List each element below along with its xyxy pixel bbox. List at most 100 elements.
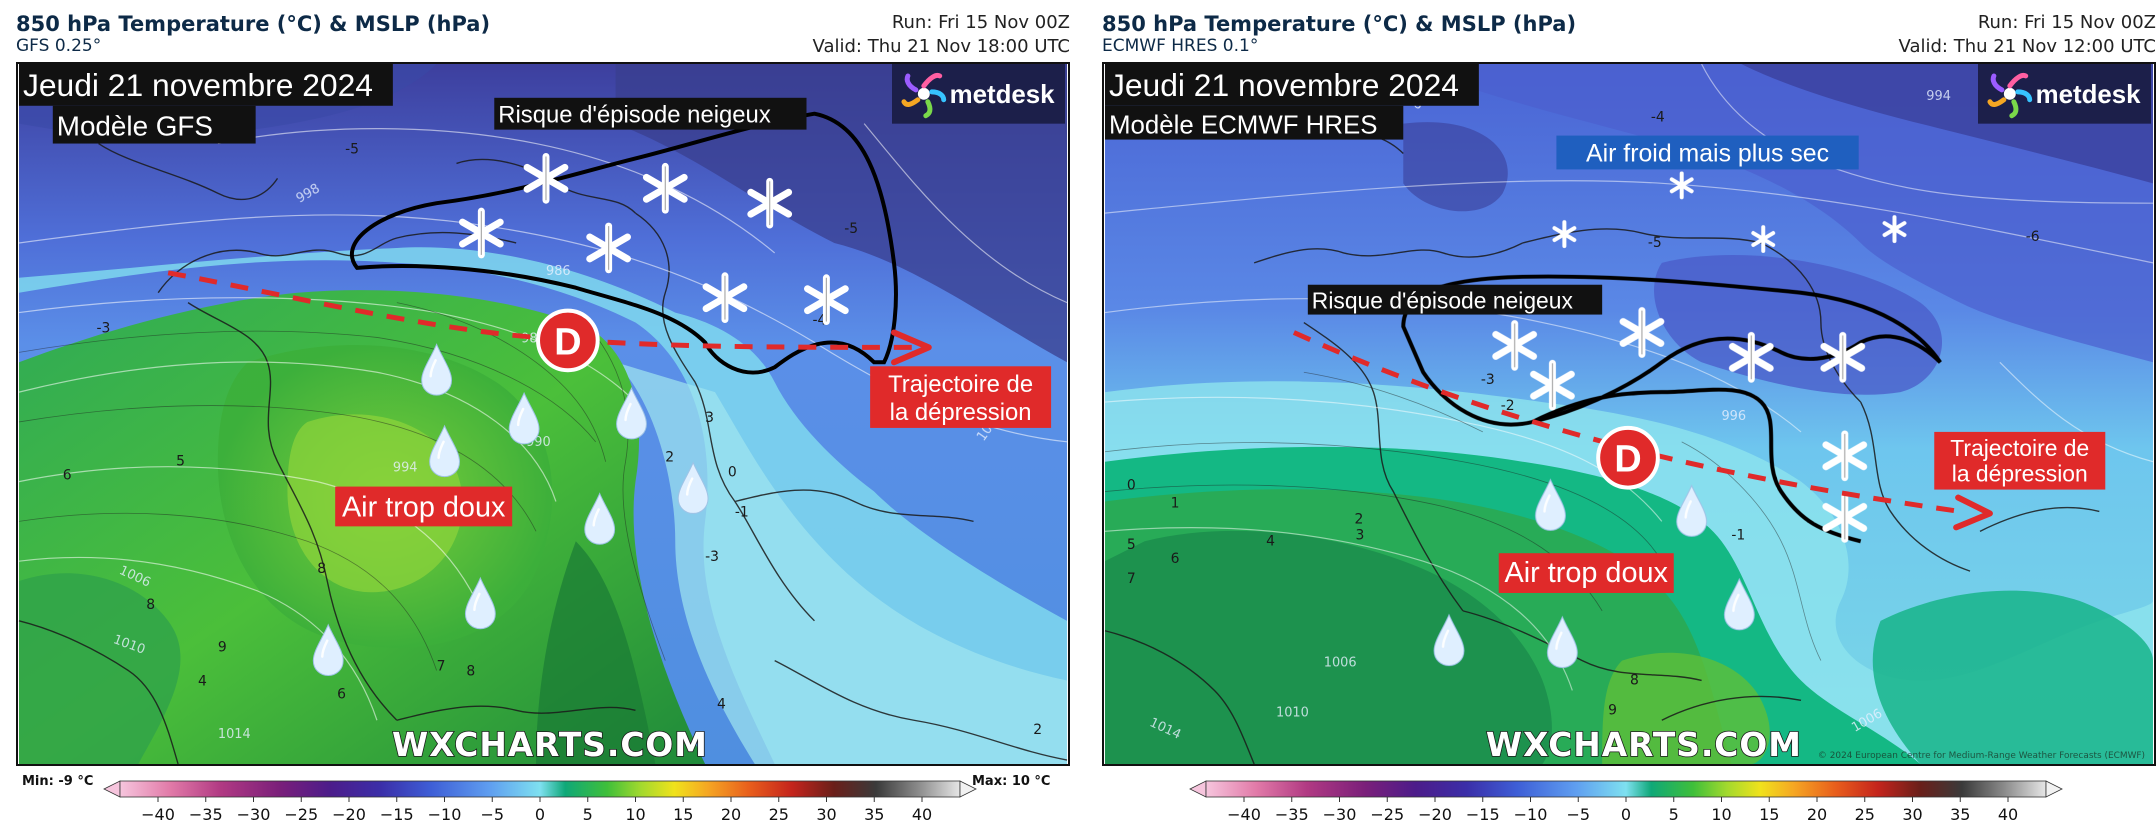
colorbar-tick-label: 25 [1855, 805, 1875, 824]
colorbar-tick-label: −30 [237, 805, 271, 824]
temp-number: -1 [1731, 527, 1745, 543]
colorbar-tick-label: 0 [1621, 805, 1631, 824]
colorbar-tick-label: −30 [1323, 805, 1357, 824]
colorbar-tick-label: 30 [816, 805, 836, 824]
temp-number: -5 [1648, 235, 1662, 251]
temp-number: 6 [1171, 551, 1180, 567]
temp-number: 4 [717, 696, 726, 712]
temp-number: -6 [2026, 229, 2040, 245]
temp-number: -3 [97, 320, 111, 336]
isobar-number: 994 [1926, 89, 1951, 104]
temp-number: -2 [1501, 398, 1515, 414]
colorbar-tick-label: 30 [1902, 805, 1922, 824]
snow-risk-label: Risque d'épisode neigeux [1312, 288, 1574, 314]
colorbar-tick-label: 40 [1998, 805, 2018, 824]
valid-time: Valid: Thu 21 Nov 18:00 UTC [812, 36, 1070, 57]
snow-label-bg [1307, 284, 1603, 315]
temp-number: -4 [1651, 110, 1665, 126]
trajectory-label-line2: la dépression [1952, 461, 2088, 487]
depression-letter: D [554, 321, 581, 363]
colorbar-tick-label: 5 [583, 805, 593, 824]
isobar-number: 1010 [1276, 705, 1309, 720]
temp-number: 7 [437, 659, 446, 675]
temp-number: 4 [198, 673, 207, 689]
temp-number: 4 [1266, 533, 1275, 549]
colorbar-tick-label: 25 [769, 805, 789, 824]
ecmwf-panel: 850 hPa Temperature (°C) & MSLP (hPa) EC… [1086, 0, 2156, 832]
depression-marker: D [1596, 425, 1660, 490]
dry-air-label: Air froid mais plus sec [1586, 140, 1829, 167]
watermark: WXCHARTS.COM [392, 726, 708, 764]
chart-title: 850 hPa Temperature (°C) & MSLP (hPa) [16, 12, 491, 36]
temp-number: 5 [176, 454, 185, 470]
model-label: Modèle ECMWF HRES [1109, 112, 1378, 140]
model-name: ECMWF HRES 0.1° [1102, 36, 1259, 56]
trajectory-label-bg [1934, 431, 2106, 490]
mild-air-label: Air trop doux [342, 491, 506, 523]
temp-number: 7 [1127, 571, 1136, 587]
temp-number: 0 [1127, 478, 1136, 494]
dry-air-label-bg [1556, 135, 1859, 170]
temp-number: -3 [1481, 372, 1495, 388]
mild-air-label-bg [1498, 553, 1674, 593]
colorbar-tick-label: 35 [1950, 805, 1970, 824]
temp-number: 8 [146, 597, 155, 613]
metdesk-logo: metdesk [1978, 64, 2152, 124]
arrow-head-icon [1953, 494, 1993, 531]
max-label: Max: 10 °C [972, 774, 1051, 789]
isobar-number: 996 [1721, 409, 1746, 424]
mild-air-label: Air trop doux [1505, 557, 1669, 589]
date-label: Jeudi 21 novembre 2024 [23, 67, 373, 103]
isobar-number: 1006 [1324, 656, 1357, 671]
snow-risk-label: Risque d'épisode neigeux [498, 102, 771, 129]
isobar-number: 986 [546, 264, 571, 279]
temp-number: 2 [1355, 511, 1364, 527]
chart-title: 850 hPa Temperature (°C) & MSLP (hPa) [1102, 12, 1577, 36]
trajectory-label-line1: Trajectoire de [1950, 435, 2089, 461]
gfs-map: -3 -5 -4 -5 -3 -1 0 2 3 4 5 6 7 8 8 8 9 … [16, 62, 1070, 766]
colorbar-tick-label: 35 [864, 805, 884, 824]
temp-number: -3 [705, 549, 719, 565]
colorbar-tick-label: −20 [1418, 805, 1452, 824]
colorbar-tick-label: 15 [673, 805, 693, 824]
arrow-head-icon [891, 329, 932, 366]
colorbar-tick-label: −35 [1275, 805, 1309, 824]
temp-number: 8 [1630, 672, 1639, 688]
temp-number: 5 [1127, 537, 1136, 553]
run-time: Run: Fri 15 Nov 00Z [1977, 12, 2156, 33]
color-scale: −40 −35 −30 −25 −20 −15 −10 −5 0 5 10 15 20 25 30 35 40 [1189, 780, 2063, 824]
trajectory-line [1292, 330, 1961, 514]
colorbar-tick-label: 5 [1669, 805, 1679, 824]
temp-number: 3 [705, 410, 714, 426]
model-label: Modèle GFS [57, 111, 213, 142]
temp-number: 6 [337, 686, 346, 702]
colorbar-tick-label: 15 [1759, 805, 1779, 824]
colorbar-tick-label: 40 [912, 805, 932, 824]
colorbar-tick-label: −5 [1566, 805, 1590, 824]
temp-number: 8 [317, 561, 326, 577]
colorbar-tick-label: 20 [1807, 805, 1827, 824]
temp-number: 8 [466, 664, 475, 680]
temp-number: -5 [844, 221, 858, 237]
model-label-bg [52, 105, 256, 144]
valid-time: Valid: Thu 21 Nov 12:00 UTC [1898, 36, 2156, 57]
temp-number: 1 [1171, 495, 1180, 511]
isobar-number: 1014 [218, 727, 251, 742]
date-label-bg [1104, 64, 1479, 106]
temp-number: 2 [1033, 722, 1042, 738]
trajectory-label-line1: Trajectoire de [888, 371, 1033, 398]
metdesk-brand: metdesk [950, 81, 1055, 109]
colorbar-tick-label: 20 [721, 805, 741, 824]
temp-number: 2 [665, 450, 674, 466]
colorbar-tick-label: −25 [284, 805, 318, 824]
colorbar-tick-label: −25 [1370, 805, 1404, 824]
model-label-bg [1104, 105, 1404, 140]
date-label: Jeudi 21 novembre 2024 [1109, 67, 1459, 103]
gfs-panel: 850 hPa Temperature (°C) & MSLP (hPa) GF… [0, 0, 1070, 832]
model-name: GFS 0.25° [16, 36, 102, 56]
snow-label-bg [494, 97, 807, 130]
ecmwf-map: -5 -4 -3 -2 -1 0 1 2 3 4 5 6 7 8 9 -6 99… [1102, 62, 2156, 766]
copyright-text: © 2024 European Centre for Medium-Range … [1818, 751, 2145, 761]
colorbar-tick-label: 10 [1711, 805, 1731, 824]
min-label: Min: -9 °C [22, 774, 94, 789]
